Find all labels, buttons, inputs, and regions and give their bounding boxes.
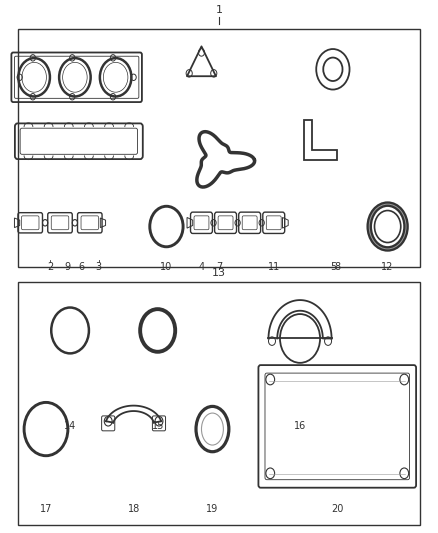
Text: 11: 11 (268, 262, 280, 272)
Text: 2: 2 (47, 262, 53, 272)
Bar (18, 29, 420, 266)
Text: 18: 18 (127, 504, 140, 514)
Text: 19: 19 (206, 504, 219, 514)
Text: 6: 6 (78, 262, 84, 272)
Text: 1: 1 (215, 5, 223, 15)
Text: 3: 3 (95, 262, 102, 272)
Text: 12: 12 (381, 262, 394, 272)
Text: 4: 4 (198, 262, 205, 272)
Text: 10: 10 (160, 262, 173, 272)
Text: 9: 9 (65, 262, 71, 272)
Text: 17: 17 (40, 504, 52, 514)
Text: 15: 15 (152, 421, 164, 431)
Bar (18, 282, 420, 525)
Text: 7: 7 (216, 262, 222, 272)
Text: 8: 8 (334, 262, 340, 272)
Text: 14: 14 (64, 421, 76, 431)
Text: 20: 20 (331, 504, 343, 514)
Text: 13: 13 (212, 269, 226, 278)
Text: 16: 16 (294, 421, 306, 431)
Text: 5: 5 (330, 262, 336, 272)
